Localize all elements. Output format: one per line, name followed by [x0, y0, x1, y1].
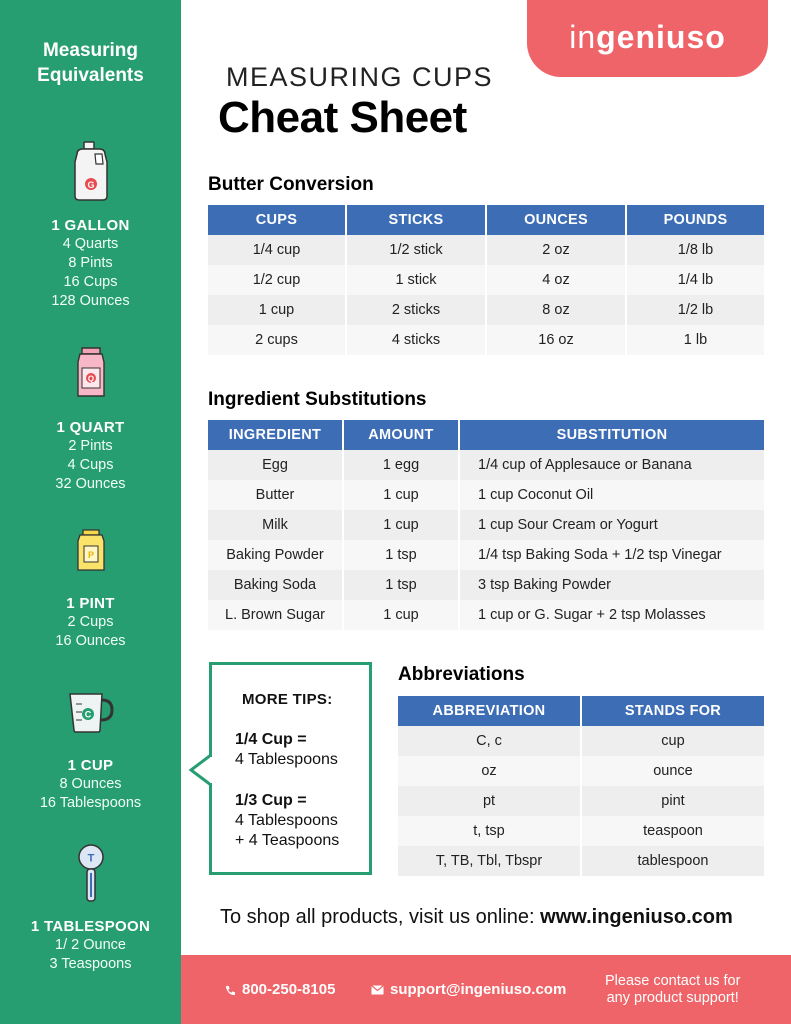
measure-gallon: G 1 GALLON 4 Quarts 8 Pints 16 Cups 128 …	[0, 140, 181, 311]
gallon-title: 1 GALLON	[51, 217, 130, 234]
pint-title: 1 PINT	[66, 595, 115, 612]
website-link[interactable]: www.ingeniuso.com	[540, 906, 733, 928]
tips-title: MORE TIPS:	[242, 691, 333, 708]
tip-quarter-cup: 1/4 Cup = 4 Tablespoons	[235, 731, 338, 768]
substitutions-section-title: Ingredient Substitutions	[208, 389, 427, 410]
butter-section-title: Butter Conversion	[208, 174, 374, 195]
tip-third-cup: 1/3 Cup = 4 Tablespoons + 4 Teaspoons	[235, 792, 340, 849]
table-header-row: ABBREVIATION STANDS FOR	[398, 696, 764, 726]
shop-line: To shop all products, visit us online: w…	[220, 906, 733, 928]
page-subtitle: MEASURING CUPS	[226, 62, 494, 92]
abbreviations-table: ABBREVIATION STANDS FOR C, c cup oz ounce …	[398, 696, 764, 876]
footer-support-note: Please contact us for any product suppor…	[605, 973, 741, 1006]
table-row: Milk 1 cup 1 cup Sour Cream or Yogurt	[208, 510, 764, 540]
measure-quart: Q 1 QUART 2 Pints 4 Cups 32 Ounces	[0, 344, 181, 494]
page-title: Cheat Sheet	[218, 93, 467, 142]
tips-pointer-arrow	[189, 753, 213, 787]
table-row: 1/4 cup 1/2 stick 2 oz 1/8 lb	[208, 235, 764, 265]
svg-text:G: G	[87, 180, 94, 190]
table-row: Butter 1 cup 1 cup Coconut Oil	[208, 480, 764, 510]
table-row: L. Brown Sugar 1 cup 1 cup or G. Sugar + 2…	[208, 600, 764, 630]
table-row: Baking Soda 1 tsp 3 tsp Baking Powder	[208, 570, 764, 600]
table-row: pt pint	[398, 786, 764, 816]
tablespoon-icon: T	[77, 844, 104, 902]
measure-pint: P 1 PINT 2 Cups 16 Ounces	[0, 528, 181, 651]
gallon-jug-icon: G	[73, 141, 108, 201]
pint-carton-icon: P	[76, 529, 105, 571]
measure-tablespoon: T 1 TABLESPOON 1/ 2 Ounce 3 Teaspoons	[0, 843, 181, 974]
table-row: 2 cups 4 sticks 16 oz 1 lb	[208, 325, 764, 355]
table-header-row: INGREDIENT AMOUNT SUBSTITUTION	[208, 420, 764, 450]
substitutions-table: INGREDIENT AMOUNT SUBSTITUTION Egg 1 egg 1…	[208, 420, 764, 630]
sidebar-title: Measuring Equivalents	[37, 40, 144, 86]
more-tips-box: MORE TIPS: 1/4 Cup = 4 Tablespoons 1/3 C…	[209, 662, 372, 875]
svg-text:P: P	[87, 550, 93, 560]
footer-email[interactable]: support@ingeniuso.com	[371, 981, 566, 998]
footer-phone[interactable]: 800-250-8105	[225, 981, 335, 998]
tablespoon-title: 1 TABLESPOON	[30, 918, 151, 935]
measure-cup: C 1 CUP 8 Ounces 16 Tablespoons	[0, 688, 181, 813]
quart-title: 1 QUART	[56, 419, 125, 436]
butter-table: CUPS STICKS OUNCES POUNDS 1/4 cup 1/2 sti…	[208, 205, 764, 355]
phone-icon	[225, 985, 236, 995]
table-row: 1/2 cup 1 stick 4 oz 1/4 lb	[208, 265, 764, 295]
table-row: oz ounce	[398, 756, 764, 786]
table-row: T, TB, Tbl, Tbspr tablespoon	[398, 846, 764, 876]
table-row: t, tsp teaspoon	[398, 816, 764, 846]
footer: 800-250-8105 support@ingeniuso.com Pleas…	[181, 955, 791, 1024]
table-row: C, c cup	[398, 726, 764, 756]
envelope-icon	[371, 985, 384, 995]
quart-carton-icon: Q	[76, 347, 105, 397]
table-row: 1 cup 2 sticks 8 oz 1/2 lb	[208, 295, 764, 325]
brand-logo: ingeniuso	[527, 0, 768, 77]
svg-text:C: C	[84, 710, 91, 720]
sidebar: Measuring Equivalents G 1 GALLON 4 Quart…	[0, 0, 181, 1024]
svg-text:T: T	[87, 853, 94, 865]
measuring-cup-icon: C	[68, 693, 114, 733]
cup-title: 1 CUP	[67, 757, 114, 774]
table-header-row: CUPS STICKS OUNCES POUNDS	[208, 205, 764, 235]
abbreviations-section-title: Abbreviations	[398, 664, 525, 685]
svg-text:Q: Q	[87, 375, 93, 384]
table-row: Egg 1 egg 1/4 cup of Applesauce or Banana	[208, 450, 764, 480]
table-row: Baking Powder 1 tsp 1/4 tsp Baking Soda + …	[208, 540, 764, 570]
